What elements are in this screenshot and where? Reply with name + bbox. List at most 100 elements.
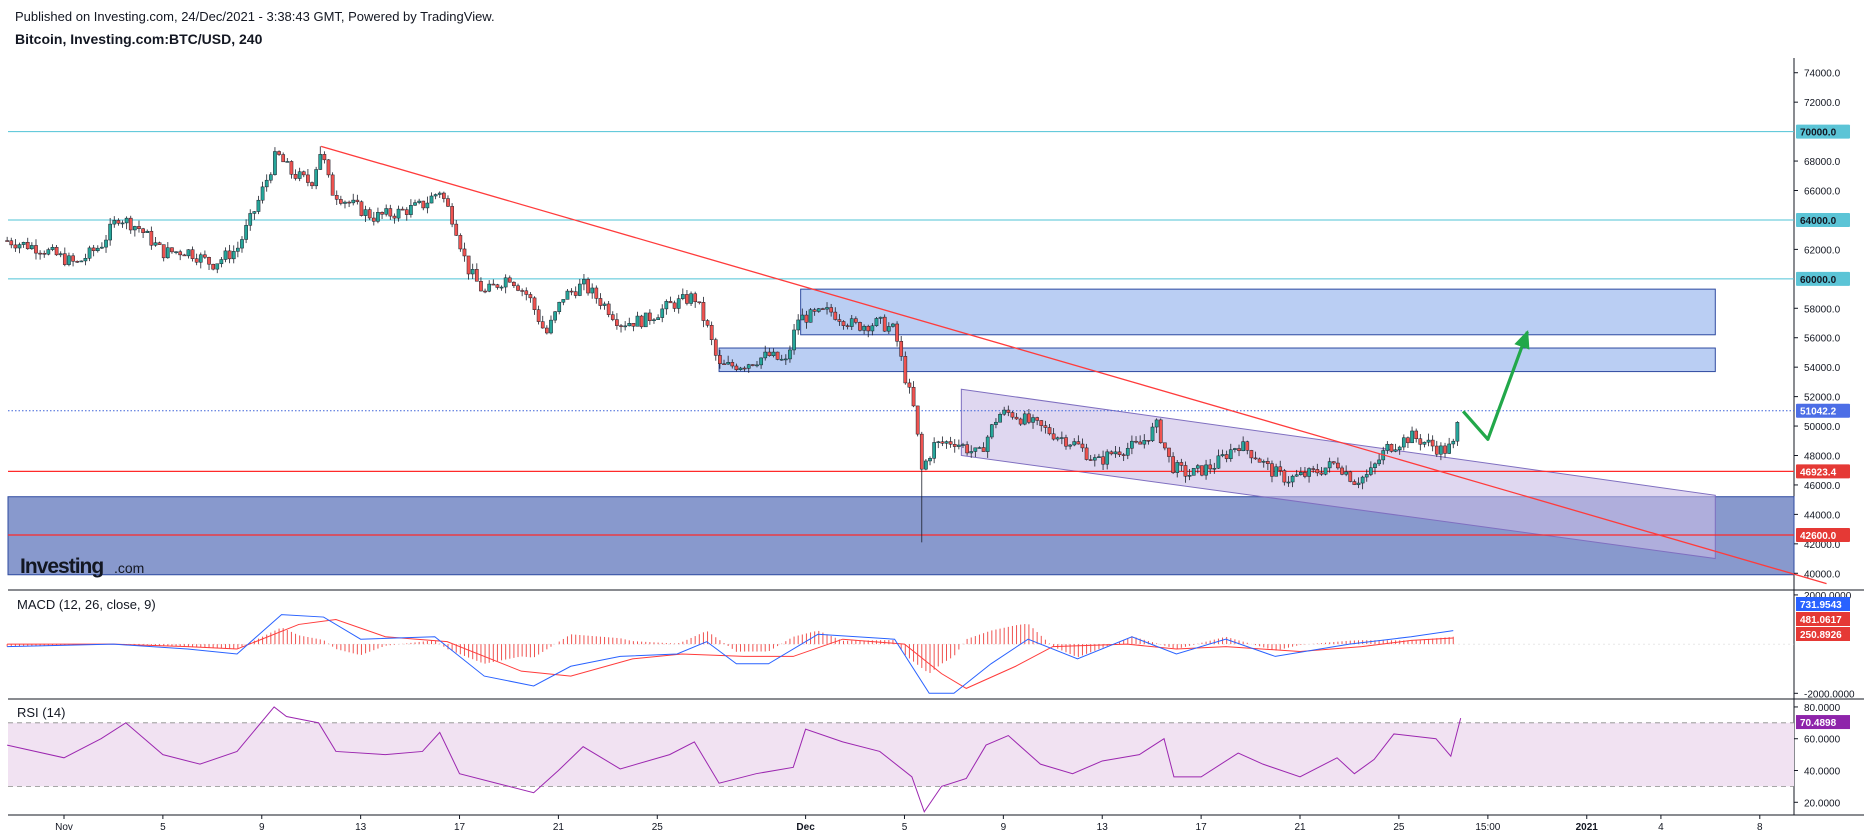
- candle[interactable]: [67, 255, 71, 265]
- candle[interactable]: [244, 225, 248, 240]
- candle[interactable]: [1266, 461, 1270, 464]
- candle[interactable]: [124, 217, 129, 224]
- candle[interactable]: [1401, 437, 1406, 448]
- candle[interactable]: [1039, 420, 1044, 426]
- candle[interactable]: [1068, 444, 1072, 447]
- candle[interactable]: [128, 217, 133, 231]
- candle[interactable]: [260, 186, 265, 201]
- candle[interactable]: [165, 247, 170, 259]
- candle[interactable]: [190, 249, 195, 259]
- candle[interactable]: [100, 246, 104, 249]
- candle[interactable]: [775, 351, 780, 360]
- candle[interactable]: [1183, 465, 1188, 477]
- candle[interactable]: [1092, 457, 1097, 461]
- candle[interactable]: [763, 351, 768, 359]
- candle[interactable]: [264, 179, 269, 188]
- candle[interactable]: [849, 318, 854, 327]
- candle[interactable]: [252, 211, 257, 214]
- candle[interactable]: [326, 159, 331, 176]
- candle[interactable]: [91, 247, 96, 252]
- candle[interactable]: [936, 441, 941, 443]
- candle[interactable]: [1220, 454, 1225, 457]
- candle[interactable]: [1430, 439, 1435, 447]
- candle[interactable]: [734, 365, 739, 371]
- candle[interactable]: [1389, 443, 1394, 452]
- candle[interactable]: [792, 329, 796, 351]
- candle[interactable]: [1121, 454, 1126, 456]
- candle[interactable]: [788, 349, 792, 360]
- candle[interactable]: [866, 325, 871, 332]
- candle[interactable]: [491, 283, 496, 286]
- candle[interactable]: [903, 356, 908, 384]
- candle[interactable]: [594, 287, 599, 299]
- candle[interactable]: [240, 239, 244, 249]
- candle[interactable]: [384, 208, 389, 215]
- candle[interactable]: [676, 298, 681, 309]
- candle[interactable]: [610, 314, 615, 320]
- candle[interactable]: [211, 263, 215, 270]
- candle[interactable]: [1146, 440, 1151, 442]
- candle[interactable]: [507, 277, 512, 283]
- candle[interactable]: [182, 254, 187, 257]
- candle[interactable]: [17, 244, 22, 249]
- candle[interactable]: [841, 321, 846, 326]
- candle[interactable]: [330, 174, 335, 196]
- candle[interactable]: [400, 208, 405, 211]
- candle[interactable]: [367, 209, 372, 219]
- candle[interactable]: [30, 245, 34, 250]
- candle[interactable]: [83, 258, 88, 262]
- candle[interactable]: [95, 247, 100, 252]
- candle[interactable]: [116, 220, 121, 224]
- candle[interactable]: [256, 199, 261, 212]
- candle[interactable]: [1051, 433, 1056, 440]
- candle[interactable]: [623, 325, 627, 328]
- candle[interactable]: [1010, 412, 1015, 418]
- candle[interactable]: [62, 253, 67, 265]
- candle[interactable]: [470, 269, 475, 275]
- candle[interactable]: [606, 303, 611, 315]
- candle[interactable]: [1200, 465, 1204, 476]
- candle[interactable]: [301, 171, 306, 176]
- candle[interactable]: [380, 212, 384, 215]
- candle[interactable]: [281, 154, 286, 163]
- candle[interactable]: [874, 318, 879, 327]
- candle[interactable]: [516, 285, 520, 291]
- candle[interactable]: [104, 239, 108, 248]
- candle[interactable]: [1249, 450, 1254, 459]
- candle[interactable]: [1434, 445, 1439, 455]
- candle[interactable]: [1385, 443, 1390, 451]
- candle[interactable]: [932, 442, 936, 459]
- candle[interactable]: [1294, 474, 1299, 477]
- candle[interactable]: [767, 351, 772, 356]
- candle[interactable]: [1360, 476, 1365, 484]
- candle[interactable]: [1278, 466, 1283, 471]
- candle[interactable]: [1340, 467, 1344, 475]
- candle[interactable]: [34, 245, 38, 254]
- candle[interactable]: [417, 200, 421, 203]
- candle[interactable]: [1080, 443, 1085, 449]
- candle[interactable]: [1257, 458, 1262, 463]
- candle[interactable]: [1191, 467, 1196, 476]
- candle[interactable]: [779, 358, 784, 361]
- candle[interactable]: [1055, 437, 1060, 440]
- candle[interactable]: [1282, 470, 1287, 483]
- candle[interactable]: [310, 182, 314, 187]
- candle[interactable]: [643, 312, 648, 328]
- candle[interactable]: [450, 206, 454, 225]
- candle[interactable]: [1298, 472, 1303, 476]
- candle[interactable]: [557, 301, 562, 312]
- candle[interactable]: [1323, 467, 1328, 475]
- candle[interactable]: [437, 192, 442, 195]
- candle[interactable]: [503, 277, 508, 288]
- candle[interactable]: [376, 212, 380, 222]
- candle[interactable]: [928, 458, 932, 462]
- candle[interactable]: [429, 195, 434, 204]
- candle[interactable]: [442, 192, 446, 199]
- candle[interactable]: [21, 241, 26, 245]
- candle[interactable]: [746, 364, 751, 369]
- candle[interactable]: [1253, 457, 1258, 460]
- candle[interactable]: [79, 260, 84, 263]
- candle[interactable]: [545, 327, 549, 334]
- candle[interactable]: [1097, 456, 1101, 458]
